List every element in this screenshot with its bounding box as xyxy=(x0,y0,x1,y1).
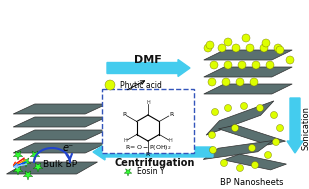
Polygon shape xyxy=(13,151,23,160)
Text: R: R xyxy=(146,153,150,157)
Polygon shape xyxy=(13,104,107,114)
Circle shape xyxy=(252,61,260,69)
Circle shape xyxy=(246,44,254,52)
Polygon shape xyxy=(33,163,43,172)
Circle shape xyxy=(211,108,218,115)
Circle shape xyxy=(265,152,272,159)
Circle shape xyxy=(250,78,258,86)
Text: Centrifugation: Centrifugation xyxy=(115,158,195,168)
Text: R: R xyxy=(122,112,127,117)
Circle shape xyxy=(262,39,270,47)
Text: R= $\mathrm{O-P(OH)_2}$: R= $\mathrm{O-P(OH)_2}$ xyxy=(125,143,171,153)
Text: e⁻: e⁻ xyxy=(62,143,74,153)
Circle shape xyxy=(210,146,217,153)
Text: R: R xyxy=(169,112,174,117)
Circle shape xyxy=(286,56,294,64)
Polygon shape xyxy=(204,67,292,77)
Polygon shape xyxy=(203,141,273,160)
Polygon shape xyxy=(204,84,292,94)
Polygon shape xyxy=(13,143,107,153)
Text: Phytic acid: Phytic acid xyxy=(120,81,162,90)
Polygon shape xyxy=(21,158,31,167)
Text: H: H xyxy=(169,139,172,143)
FancyArrow shape xyxy=(287,98,303,153)
Text: Eosin Y: Eosin Y xyxy=(137,167,164,177)
Text: BP Nanosheets: BP Nanosheets xyxy=(220,178,284,187)
Text: Bulk BP: Bulk BP xyxy=(43,160,77,169)
Circle shape xyxy=(209,132,215,139)
FancyArrow shape xyxy=(93,144,213,160)
Circle shape xyxy=(260,44,268,52)
Circle shape xyxy=(231,125,239,132)
Text: Sonication: Sonication xyxy=(302,106,309,150)
Circle shape xyxy=(273,139,280,146)
Circle shape xyxy=(256,105,264,112)
Circle shape xyxy=(206,41,214,49)
Polygon shape xyxy=(6,162,98,174)
Polygon shape xyxy=(124,169,132,176)
Polygon shape xyxy=(13,117,107,127)
Circle shape xyxy=(274,44,282,52)
Circle shape xyxy=(270,112,277,119)
Circle shape xyxy=(224,38,232,46)
Text: H: H xyxy=(124,139,127,143)
Circle shape xyxy=(232,44,240,52)
Text: H: H xyxy=(146,99,150,105)
Circle shape xyxy=(240,102,248,109)
FancyBboxPatch shape xyxy=(102,89,194,153)
Circle shape xyxy=(248,145,256,152)
FancyArrow shape xyxy=(107,60,190,77)
Circle shape xyxy=(236,78,244,86)
Text: DMF: DMF xyxy=(134,55,162,65)
Circle shape xyxy=(224,61,232,69)
Circle shape xyxy=(242,34,250,42)
Circle shape xyxy=(277,125,283,132)
Polygon shape xyxy=(13,130,107,140)
Polygon shape xyxy=(206,101,274,135)
Circle shape xyxy=(276,46,284,54)
Circle shape xyxy=(210,61,218,69)
Polygon shape xyxy=(204,50,292,60)
Circle shape xyxy=(218,44,226,52)
Circle shape xyxy=(204,44,212,52)
Polygon shape xyxy=(223,154,286,170)
Circle shape xyxy=(238,61,246,69)
Circle shape xyxy=(225,105,231,112)
Circle shape xyxy=(208,78,216,86)
Circle shape xyxy=(105,80,115,90)
Circle shape xyxy=(236,164,243,171)
Circle shape xyxy=(266,61,274,69)
Polygon shape xyxy=(23,171,33,180)
Polygon shape xyxy=(13,166,23,175)
Circle shape xyxy=(252,161,259,169)
Polygon shape xyxy=(30,151,40,160)
Circle shape xyxy=(222,78,230,86)
Circle shape xyxy=(221,160,227,167)
Polygon shape xyxy=(218,125,286,145)
